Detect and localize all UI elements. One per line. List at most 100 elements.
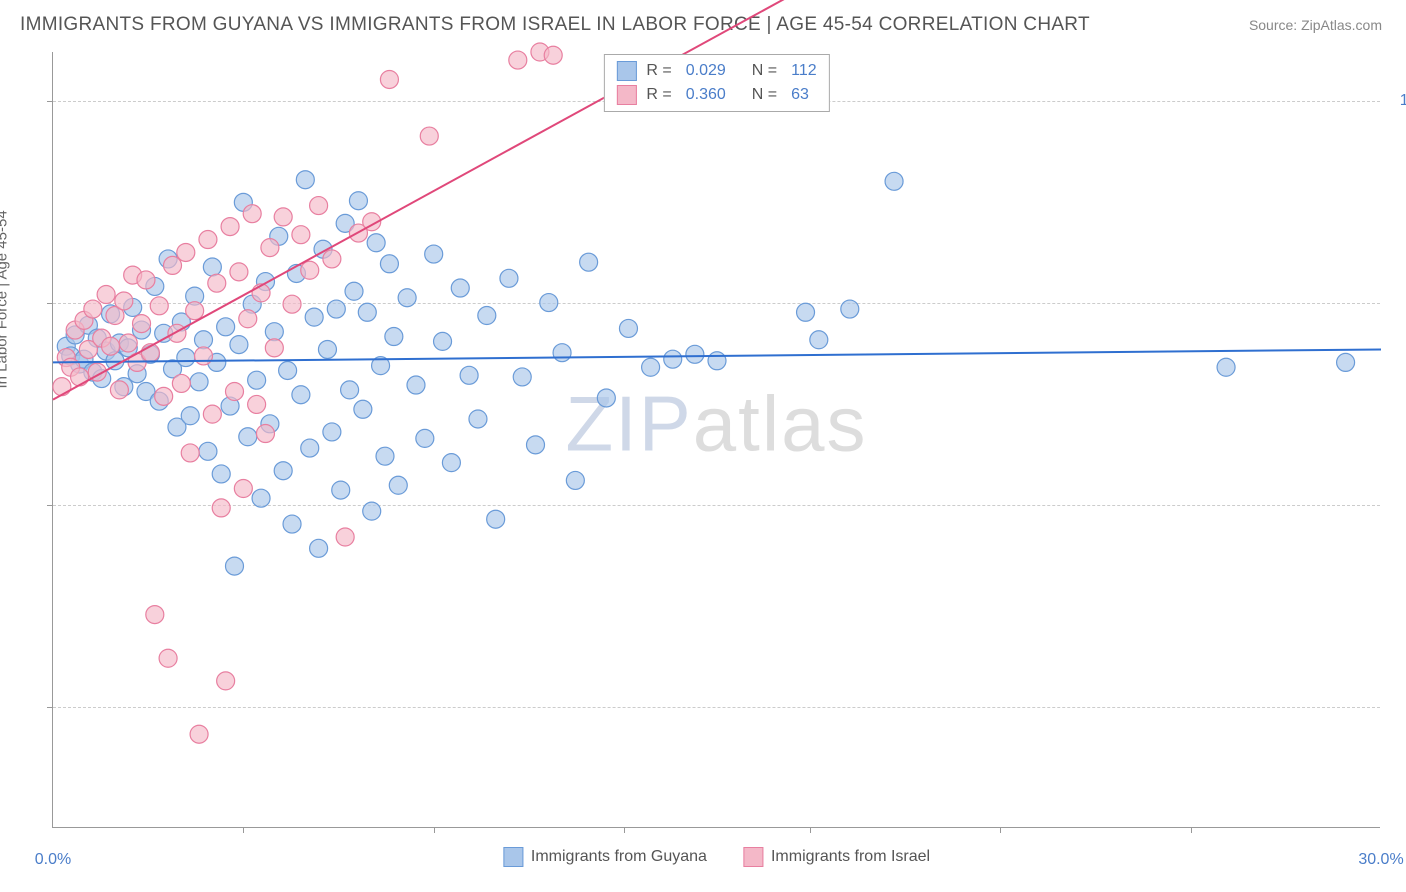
data-point [580, 253, 598, 271]
data-point [385, 328, 403, 346]
data-point [102, 337, 120, 355]
data-point [230, 336, 248, 354]
data-point [376, 447, 394, 465]
chart-title: IMMIGRANTS FROM GUYANA VS IMMIGRANTS FRO… [20, 14, 1090, 36]
y-axis-label: In Labor Force | Age 45-54 [0, 210, 11, 388]
data-point [225, 557, 243, 575]
data-point [708, 352, 726, 370]
data-point [420, 127, 438, 145]
data-point [327, 300, 345, 318]
chart-source: Source: ZipAtlas.com [1249, 17, 1382, 33]
chart-plot-area: ZIPatlas R =0.029N =112R =0.360N =63 Imm… [52, 52, 1380, 828]
data-point [261, 239, 279, 257]
legend-swatch [616, 61, 636, 81]
data-point [354, 400, 372, 418]
legend-swatch [616, 85, 636, 105]
data-point [323, 423, 341, 441]
legend-r-value: 0.029 [686, 62, 726, 80]
legend-swatch [503, 847, 523, 867]
data-point [478, 307, 496, 325]
data-point [177, 349, 195, 367]
data-point [332, 481, 350, 499]
scatter-plot-svg [53, 52, 1380, 827]
x-tick-label: 30.0% [1358, 851, 1403, 869]
data-point [203, 258, 221, 276]
data-point [239, 310, 257, 328]
y-tick-label: 100.0% [1400, 92, 1406, 110]
series-legend: Immigrants from Guyana Immigrants from Is… [503, 847, 930, 867]
data-point [389, 476, 407, 494]
legend-n-value: 63 [791, 86, 809, 104]
data-point [177, 243, 195, 261]
data-point [137, 271, 155, 289]
data-point [619, 319, 637, 337]
data-point [195, 347, 213, 365]
legend-r-label: R = [646, 62, 671, 80]
data-point [885, 172, 903, 190]
data-point [797, 303, 815, 321]
legend-series-label: Immigrants from Guyana [531, 848, 707, 866]
data-point [283, 295, 301, 313]
data-point [544, 46, 562, 64]
data-point [380, 255, 398, 273]
data-point [292, 386, 310, 404]
data-point [451, 279, 469, 297]
data-point [256, 425, 274, 443]
data-point [159, 649, 177, 667]
data-point [84, 300, 102, 318]
data-point [248, 371, 266, 389]
legend-n-value: 112 [791, 62, 817, 80]
data-point [301, 439, 319, 457]
data-point [597, 389, 615, 407]
data-point [283, 515, 301, 533]
data-point [301, 261, 319, 279]
data-point [500, 269, 518, 287]
chart-header: IMMIGRANTS FROM GUYANA VS IMMIGRANTS FRO… [0, 0, 1406, 42]
data-point [407, 376, 425, 394]
data-point [252, 489, 270, 507]
data-point [181, 444, 199, 462]
data-point [349, 192, 367, 210]
data-point [53, 378, 71, 396]
data-point [150, 297, 168, 315]
data-point [310, 197, 328, 215]
data-point [305, 308, 323, 326]
x-tick-label: 0.0% [35, 851, 71, 869]
data-point [398, 289, 416, 307]
data-point [553, 344, 571, 362]
data-point [208, 274, 226, 292]
data-point [146, 606, 164, 624]
legend-stat-row: R =0.029N =112 [616, 59, 816, 83]
data-point [203, 405, 221, 423]
data-point [442, 454, 460, 472]
data-point [810, 331, 828, 349]
data-point [274, 208, 292, 226]
data-point [318, 340, 336, 358]
data-point [1337, 353, 1355, 371]
legend-series-label: Immigrants from Israel [771, 848, 930, 866]
legend-r-value: 0.360 [686, 86, 726, 104]
legend-n-label: N = [752, 86, 777, 104]
data-point [425, 245, 443, 263]
data-point [336, 528, 354, 546]
data-point [469, 410, 487, 428]
data-point [155, 387, 173, 405]
data-point [686, 345, 704, 363]
data-point [190, 725, 208, 743]
data-point [416, 429, 434, 447]
data-point [279, 361, 297, 379]
legend-series-item: Immigrants from Guyana [503, 847, 707, 867]
data-point [358, 303, 376, 321]
data-point [190, 373, 208, 391]
data-point [265, 323, 283, 341]
data-point [234, 480, 252, 498]
legend-swatch [743, 847, 763, 867]
data-point [509, 51, 527, 69]
data-point [513, 368, 531, 386]
data-point [434, 332, 452, 350]
data-point [115, 292, 133, 310]
legend-r-label: R = [646, 86, 671, 104]
data-point [487, 510, 505, 528]
data-point [248, 395, 266, 413]
data-point [460, 366, 478, 384]
